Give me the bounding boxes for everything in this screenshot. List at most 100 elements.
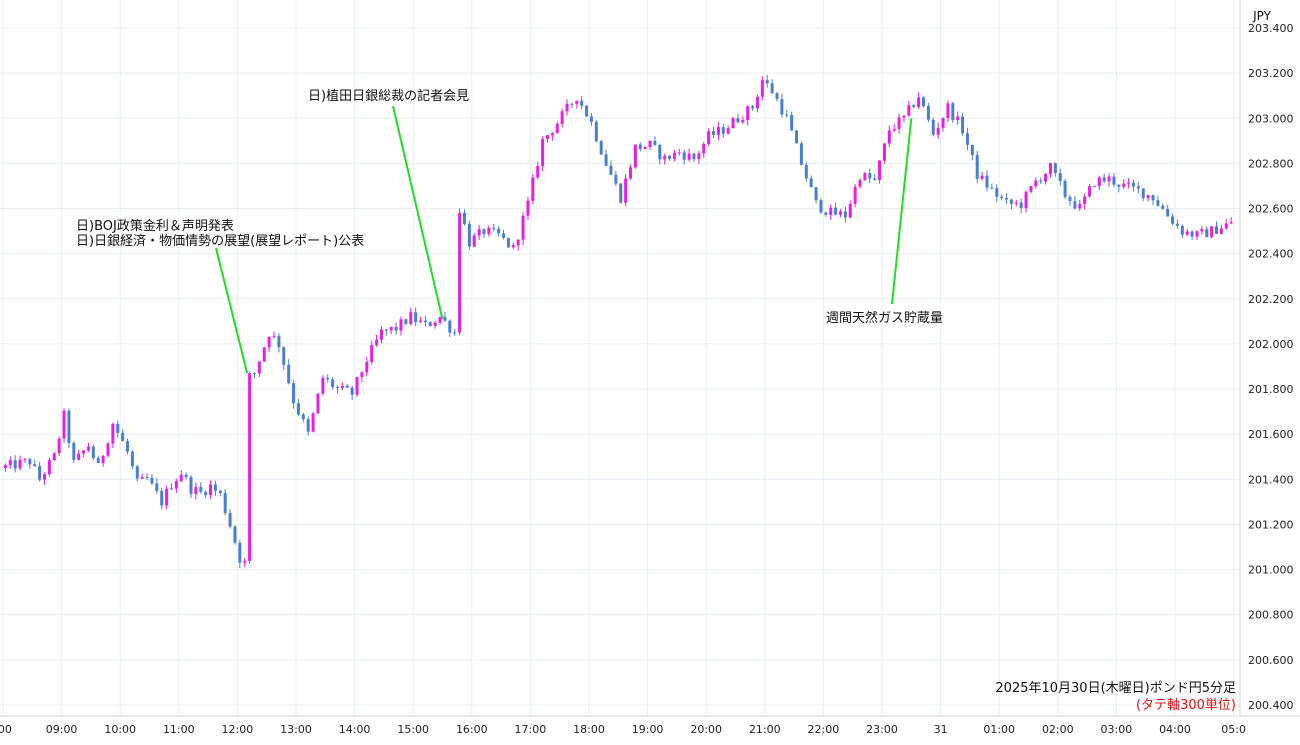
time-tick-label: 18:00 — [573, 723, 605, 736]
candle — [570, 102, 574, 108]
candle — [1029, 185, 1033, 194]
candle — [1122, 179, 1126, 190]
candle — [375, 334, 379, 347]
candle — [165, 485, 169, 510]
candle — [555, 121, 559, 134]
candle — [209, 480, 213, 499]
candle — [467, 220, 471, 250]
annotation-text: 日)植田日銀総裁の記者会見 — [308, 88, 469, 104]
candle — [150, 473, 154, 486]
candle — [448, 319, 452, 337]
time-axis: :00 09:00 10:00 11:00 12:00 13:00 14:00 15:00 16… — [0, 723, 1246, 736]
candle — [1215, 221, 1219, 234]
candle — [389, 326, 393, 335]
candle — [624, 173, 628, 207]
candle — [82, 449, 86, 458]
candle — [633, 144, 637, 169]
candle — [1112, 172, 1116, 188]
price-tick-label: 200.800 — [1248, 609, 1294, 622]
candle — [716, 121, 720, 141]
candle — [1146, 194, 1150, 202]
time-tick-label: 19:00 — [632, 723, 664, 736]
candle — [262, 346, 266, 363]
price-tick-label: 202.400 — [1248, 248, 1294, 261]
candle — [956, 111, 960, 125]
candle — [638, 142, 642, 152]
candle — [414, 307, 418, 327]
candle — [399, 316, 403, 336]
candle — [438, 316, 442, 325]
candle — [111, 422, 115, 449]
candle — [594, 120, 598, 143]
candle — [1185, 228, 1189, 237]
candle — [511, 242, 515, 250]
candle — [204, 490, 208, 499]
candle — [697, 150, 701, 164]
price-tick-label: 203.200 — [1248, 67, 1294, 80]
candle — [1068, 194, 1072, 206]
price-tick-label: 201.800 — [1248, 383, 1294, 396]
candle — [775, 91, 779, 102]
candle — [736, 113, 740, 124]
candle — [296, 399, 300, 417]
candle — [663, 153, 667, 165]
candle — [96, 455, 100, 464]
candle — [1053, 162, 1057, 177]
candle — [86, 442, 90, 452]
candle — [453, 328, 457, 336]
candle — [770, 79, 774, 94]
price-axis: 203.400 203.200 203.000 202.800 202.600 202.4… — [1248, 22, 1294, 712]
candle — [326, 374, 330, 383]
candle — [458, 208, 462, 336]
candle — [1097, 175, 1101, 191]
time-tick-label: 10:00 — [104, 723, 136, 736]
time-tick-label: :00 — [0, 723, 12, 736]
candle — [218, 490, 222, 497]
candle — [360, 371, 364, 382]
candle — [799, 141, 803, 166]
candle — [995, 184, 999, 203]
candle — [384, 328, 388, 336]
candle — [760, 75, 764, 101]
candle — [404, 318, 408, 326]
candle — [824, 211, 828, 217]
time-tick-label: 17:00 — [515, 723, 547, 736]
candle — [580, 95, 584, 110]
time-tick-label: 15:00 — [397, 723, 429, 736]
candle — [990, 183, 994, 190]
candle — [887, 125, 891, 148]
candle — [526, 196, 530, 221]
candle — [316, 393, 320, 415]
candle — [765, 74, 769, 88]
candle — [975, 151, 979, 184]
candle — [961, 112, 965, 136]
candle — [57, 436, 61, 457]
candle — [282, 346, 286, 370]
candle — [487, 225, 491, 237]
candle — [536, 161, 540, 180]
candle — [1009, 198, 1013, 210]
candle — [199, 482, 203, 494]
price-tick-label: 203.000 — [1248, 112, 1294, 125]
candle — [834, 202, 838, 216]
candle — [1034, 177, 1038, 189]
candle — [907, 100, 911, 118]
candle — [257, 361, 261, 377]
candle — [873, 173, 877, 181]
candle — [1205, 226, 1209, 238]
candle — [946, 100, 950, 122]
candle — [1161, 203, 1165, 210]
price-tick-label: 201.600 — [1248, 428, 1294, 441]
candle — [433, 320, 437, 329]
candle — [795, 129, 799, 144]
candle — [482, 228, 486, 238]
candle — [1039, 177, 1043, 185]
candle — [1195, 230, 1199, 241]
candle — [541, 136, 545, 172]
candle — [292, 379, 296, 409]
price-tick-label: 202.200 — [1248, 293, 1294, 306]
candle — [443, 311, 447, 322]
candle — [692, 152, 696, 163]
candle — [1200, 226, 1204, 235]
candle — [1210, 225, 1214, 239]
